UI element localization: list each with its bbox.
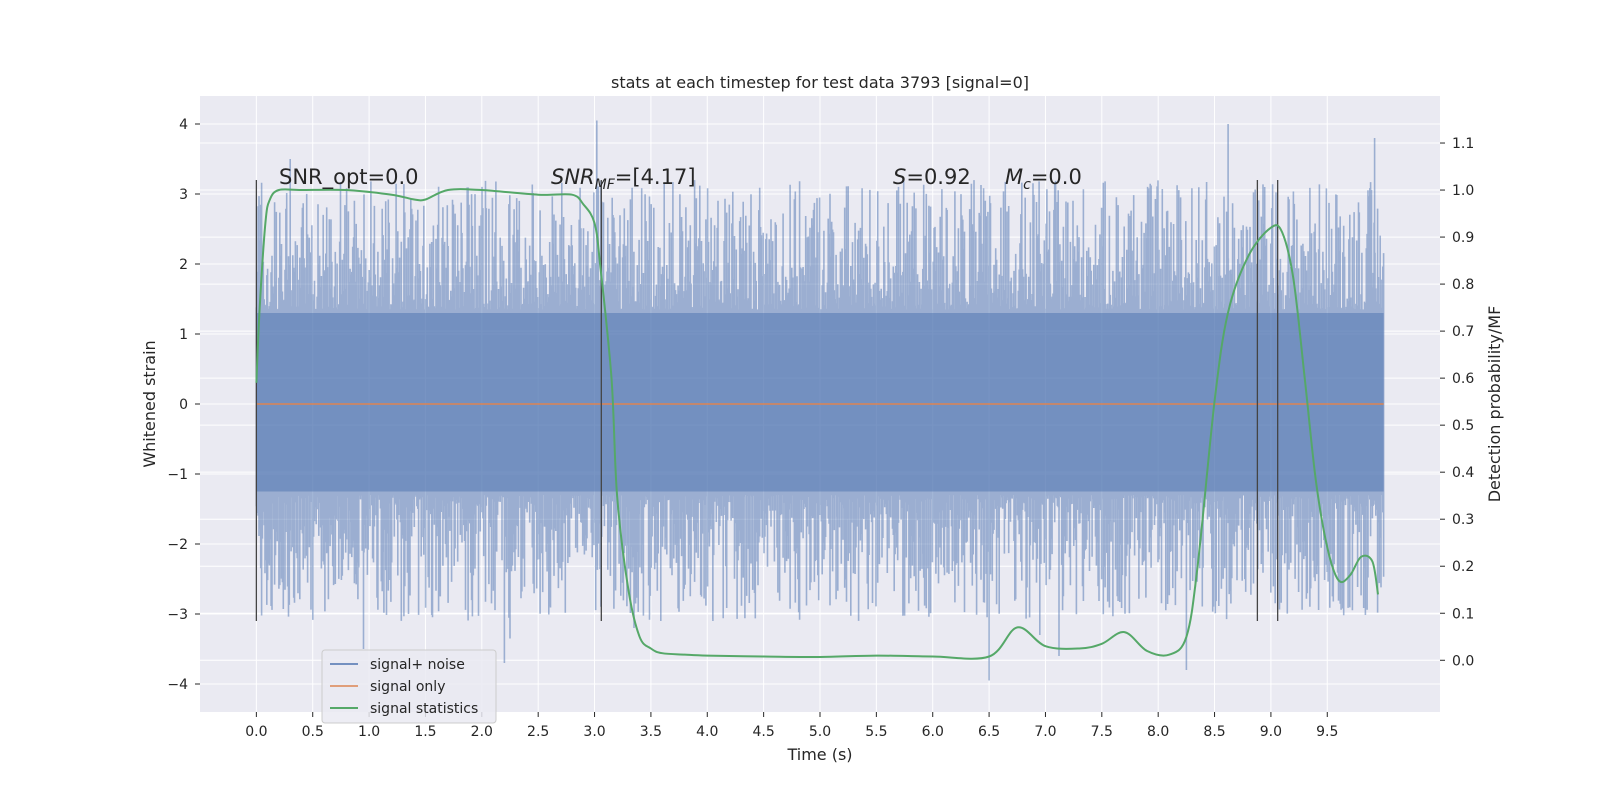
annotation-s-value: =0.92: [906, 165, 970, 189]
x-axis-title: Time (s): [786, 745, 852, 764]
x-tick-label: 0.0: [245, 724, 267, 740]
x-tick-label: 1.0: [358, 724, 380, 740]
legend-box: [321, 649, 497, 724]
x-tick-label: 8.0: [1147, 724, 1169, 740]
y-tick-label: −3: [167, 607, 188, 623]
y2-tick-labels: 0.0 0.1 0.2 0.3 0.4 0.5 0.6 0.7 0.8 0.9 1.0 1.1: [1440, 136, 1474, 669]
annotation-snr-mf: SNRMF=[4.17]: [551, 165, 696, 193]
signal-statistics-line: [255, 188, 1379, 660]
y-tick-label: 2: [179, 257, 188, 273]
x-tick-label: 4.0: [696, 724, 718, 740]
x-tick-label: 3.5: [640, 724, 662, 740]
annotation-snr-mf-value: =[4.17]: [615, 165, 696, 189]
x-tick-label: 9.0: [1260, 724, 1282, 740]
y-tick-label: −2: [167, 537, 188, 553]
x-tick-label: 2.0: [471, 724, 493, 740]
annotation-mc: Mc=0.0: [1005, 165, 1082, 193]
y-tick-label: 0: [179, 397, 188, 413]
x-tick-labels: 0.0 0.5 1.0 1.5 2.0 2.5 3.0 3.5 4.0 4.5 5.0 5.5 6.0 6…: [245, 712, 1338, 740]
y2-tick-label: 0.7: [1452, 324, 1474, 340]
y2-tick-label: 0.6: [1452, 371, 1474, 387]
x-tick-label: 6.0: [922, 724, 944, 740]
y2-tick-label: 1.0: [1452, 183, 1474, 199]
y2-tick-label: 1.1: [1452, 136, 1474, 152]
y-tick-labels: −4 −3 −2 −1 0 1 2 3 4: [167, 117, 200, 693]
vertical-markers: [255, 180, 1279, 621]
y-tick-label: 4: [179, 117, 188, 133]
y2-axis-title: Detection probability/MF: [1485, 306, 1504, 503]
y2-tick-label: 0.1: [1452, 606, 1474, 622]
signal-statistics-series: [255, 188, 1379, 660]
x-tick-label: 2.5: [527, 724, 549, 740]
x-tick-label: 5.0: [809, 724, 831, 740]
y2-tick-label: 0.0: [1452, 653, 1474, 669]
annotation-s: S=0.92: [893, 165, 971, 189]
y2-tick-label: 0.3: [1452, 512, 1474, 528]
y-tick-label: 3: [179, 187, 188, 203]
annotation-snr-mf-main: SNR: [551, 165, 595, 189]
y-axis-title: Whitened strain: [140, 340, 159, 467]
y2-tick-label: 0.4: [1452, 465, 1474, 481]
y2-tick-label: 0.5: [1452, 418, 1474, 434]
x-tick-label: 9.5: [1316, 724, 1338, 740]
x-tick-label: 8.5: [1203, 724, 1225, 740]
y-tick-label: 1: [179, 327, 188, 343]
x-tick-label: 0.5: [302, 724, 324, 740]
y2-tick-label: 0.8: [1452, 277, 1474, 293]
x-tick-label: 1.5: [414, 724, 436, 740]
annotation-s-symbol: S: [893, 165, 906, 189]
annotation-mc-sub: c: [1023, 177, 1031, 193]
x-tick-label: 5.5: [865, 724, 887, 740]
x-tick-label: 6.5: [978, 724, 1000, 740]
legend-label-signal-statistics: signal statistics: [370, 701, 478, 717]
annotation-snr-opt: SNR_opt=0.0: [279, 165, 419, 190]
x-tick-label: 7.0: [1034, 724, 1056, 740]
x-tick-label: 4.5: [753, 724, 775, 740]
y2-tick-label: 0.2: [1452, 559, 1474, 575]
y-tick-label: −1: [167, 467, 188, 483]
annotation-mc-main: M: [1005, 165, 1023, 189]
annotation-mc-value: =0.0: [1031, 165, 1082, 189]
legend-label-signal-plus-noise: signal+ noise: [370, 657, 465, 673]
y-tick-label: −4: [167, 677, 188, 693]
x-tick-label: 7.5: [1091, 724, 1113, 740]
annotation-snr-mf-sub: MF: [595, 177, 616, 193]
legend-label-signal-only: signal only: [370, 679, 445, 695]
signal-plus-noise-series: [255, 120, 1385, 681]
x-tick-label: 3.0: [583, 724, 605, 740]
chart-title: stats at each timestep for test data 379…: [611, 73, 1029, 92]
legend: signal+ noise signal only signal statist…: [321, 649, 497, 724]
y2-tick-label: 0.9: [1452, 230, 1474, 246]
